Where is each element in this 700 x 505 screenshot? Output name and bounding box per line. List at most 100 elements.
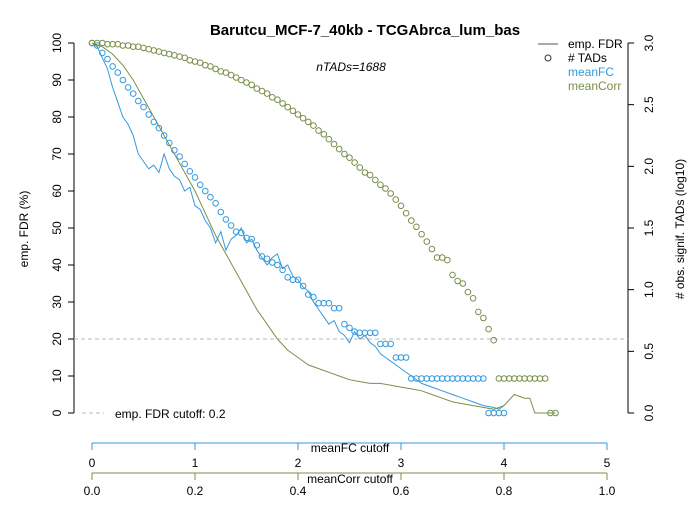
y-axis-right-tick-label: 3.0 [642, 34, 656, 51]
tads-point-meancorr [408, 217, 415, 224]
tads-point-meancorr [269, 94, 276, 101]
tads-point-meancorr [531, 375, 539, 382]
y-axis-left-tick-label: 50 [50, 221, 64, 235]
x-axis-meancorr-tick-label: 0.2 [187, 484, 204, 498]
tads-point-meanfc [258, 253, 266, 260]
tads-point-meanfc [459, 375, 467, 382]
tads-point-meancorr [469, 295, 477, 302]
tads-point-meancorr [294, 111, 302, 118]
x-axis-meancorr-tick-label: 0.6 [393, 484, 410, 498]
legend-circle-symbol [544, 54, 552, 62]
tads-point-meancorr [320, 131, 328, 138]
x-axis-meanfc-tick-label: 1 [192, 456, 199, 470]
tads-point-meanfc [310, 293, 317, 301]
tads-point-meanfc [99, 49, 106, 57]
x-axis-meanfc-tick-label: 4 [501, 456, 508, 470]
tads-point-meancorr [289, 107, 297, 115]
tads-point-meancorr [315, 127, 322, 134]
tads-point-meancorr [258, 87, 266, 95]
tads-point-meancorr [454, 277, 461, 285]
legend-label: # TADs [568, 51, 607, 65]
tads-point-meanfc [253, 242, 261, 249]
tads-point-meancorr [516, 375, 523, 382]
tads-point-meancorr [459, 280, 467, 287]
tads-point-meancorr [475, 308, 482, 316]
tads-point-meanfc [325, 299, 333, 307]
tads-point-meancorr [196, 59, 204, 67]
tads-point-meanfc [176, 153, 183, 160]
tads-point-meanfc [263, 255, 271, 263]
tads-point-meancorr [547, 409, 554, 417]
tads-point-meanfc [171, 147, 178, 154]
tads-point-meanfc [382, 340, 389, 348]
tads-point-meancorr [325, 135, 333, 143]
tads-point-meancorr [346, 154, 353, 161]
tads-point-meanfc [207, 193, 214, 201]
tads-point-meanfc [346, 324, 353, 332]
tads-point-meancorr [305, 118, 312, 126]
legend-label: meanFC [568, 65, 614, 79]
fdr-line-meancorr [91, 42, 556, 414]
tads-point-meancorr [433, 254, 441, 261]
tads-point-meanfc [196, 181, 204, 189]
y-axis-left-label: emp. FDR (%) [17, 191, 31, 268]
y-axis-right-tick-label: 2.0 [642, 158, 656, 175]
tads-point-meanfc [444, 375, 451, 382]
chart-title: Barutcu_MCF-7_40kb - TCGAbrca_lum_bas [210, 22, 520, 39]
tads-point-meanfc [408, 375, 415, 382]
x-axis-meancorr-label: meanCorr cutoff [307, 472, 393, 486]
axes: 01020304050607080901000.00.51.01.52.02.5… [50, 33, 656, 498]
tads-point-meancorr [263, 90, 271, 97]
tads-point-meanfc [145, 111, 152, 118]
tads-point-meancorr [227, 71, 235, 79]
tads-point-meancorr [253, 85, 261, 92]
x-axis-meanfc-label: meanFC cutoff [311, 441, 390, 455]
y-axis-left-tick-label: 30 [50, 295, 64, 309]
tads-point-meanfc [181, 160, 188, 168]
tads-point-meanfc [191, 174, 199, 181]
y-axis-right-tick-label: 2.5 [642, 96, 656, 113]
fdr-lines [91, 42, 556, 414]
tads-point-meanfc [135, 97, 142, 105]
y-axis-left-tick-label: 80 [50, 110, 64, 124]
y-axis-left-tick-label: 70 [50, 147, 64, 161]
tads-point-meanfc [114, 69, 122, 76]
tads-point-meancorr [335, 145, 343, 153]
y-axis-right-tick-label: 0.0 [642, 404, 656, 421]
tads-point-meanfc [299, 282, 307, 290]
tads-point-meancorr [444, 256, 451, 264]
y-axis-left-tick-label: 10 [50, 369, 64, 383]
tads-point-meancorr [140, 44, 147, 52]
tads-point-meancorr [464, 288, 472, 296]
tads-point-meanfc [330, 304, 338, 312]
tads-point-meancorr [356, 164, 364, 171]
tads-point-meancorr [310, 122, 317, 129]
tads-point-meancorr [413, 223, 420, 231]
tads-point-meancorr [284, 103, 292, 111]
tads-point-meanfc [294, 276, 302, 284]
tads-point-meancorr [423, 238, 431, 245]
tads-point-meancorr [299, 114, 307, 122]
tads-point-meancorr [274, 96, 281, 103]
tads-point-meancorr [238, 76, 245, 84]
tads-point-meancorr [418, 230, 425, 238]
tads-point-meanfc [129, 90, 137, 97]
tads-point-meanfc [335, 304, 343, 312]
tads-point-meanfc [320, 299, 328, 307]
y-axis-left-tick-label: 60 [50, 184, 64, 198]
tads-point-meanfc [449, 375, 456, 382]
tads-point-meanfc [423, 375, 431, 382]
tads-point-meancorr [171, 52, 178, 59]
tads-point-meancorr [330, 140, 338, 148]
y-axis-left-tick-label: 40 [50, 258, 64, 272]
x-axis-meancorr-tick-label: 1.0 [599, 484, 616, 498]
tads-point-meancorr [341, 150, 348, 158]
y-axis-right-tick-label: 1.5 [642, 219, 656, 236]
tads-point-meancorr [485, 325, 492, 333]
y-axis-right-tick-label: 0.5 [642, 343, 656, 360]
x-axis-meanfc-tick-label: 2 [295, 456, 302, 470]
tads-point-meancorr [402, 209, 410, 217]
y-axis-right-tick-label: 1.0 [642, 281, 656, 298]
